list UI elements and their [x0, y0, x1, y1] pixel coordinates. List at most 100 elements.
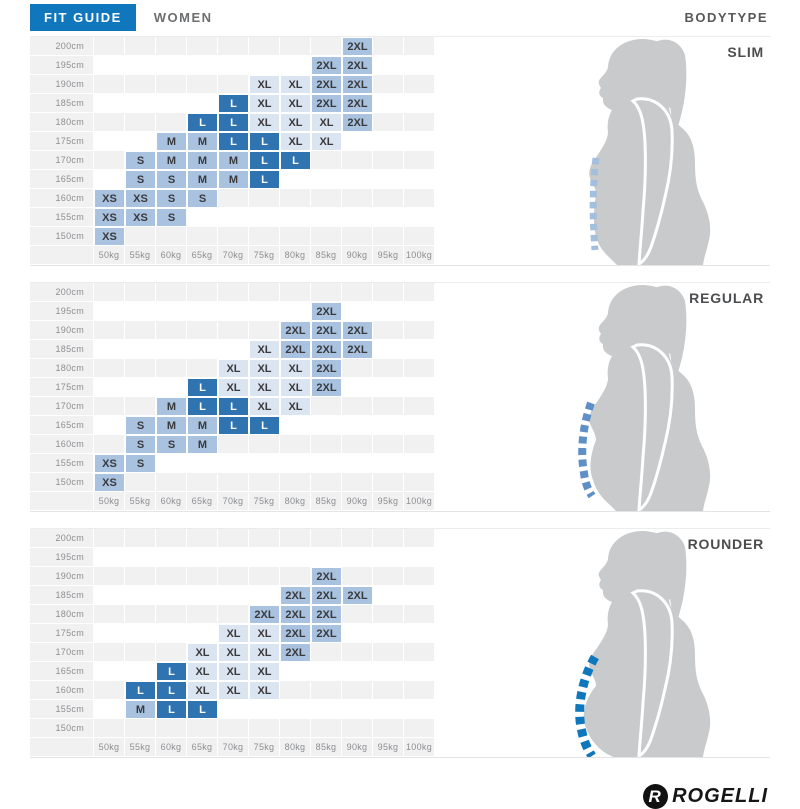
empty-cell [94, 700, 125, 719]
bodytype-label-rounder: ROUNDER [687, 536, 764, 552]
empty-cell [404, 75, 435, 94]
empty-cell [125, 548, 156, 567]
empty-cell [187, 56, 218, 75]
empty-cell [342, 567, 373, 586]
female-silhouette [575, 531, 711, 757]
empty-cell [125, 94, 156, 113]
empty-cell [94, 719, 125, 738]
weight-label: 95kg [373, 738, 404, 757]
empty-cell [373, 416, 404, 435]
empty-cell [373, 681, 404, 700]
empty-cell [342, 643, 373, 662]
bodytype-label-regular: REGULAR [689, 290, 764, 306]
size-cell: L [249, 151, 280, 170]
empty-cell [373, 397, 404, 416]
weight-label: 70kg [218, 738, 249, 757]
empty-cell [373, 662, 404, 681]
empty-cell [311, 283, 342, 302]
height-label: 200cm [30, 529, 94, 548]
empty-cell [218, 56, 249, 75]
empty-cell [280, 302, 311, 321]
empty-cell [373, 321, 404, 340]
empty-cell [156, 94, 187, 113]
empty-cell [404, 719, 435, 738]
size-cell: M [218, 170, 249, 189]
empty-cell [311, 435, 342, 454]
empty-cell [311, 719, 342, 738]
empty-cell [373, 208, 404, 227]
empty-cell [404, 170, 435, 189]
height-label: 170cm [30, 643, 94, 662]
size-cell: 2XL [280, 605, 311, 624]
size-cell: 2XL [311, 378, 342, 397]
fit-section-rounder: 200cm 195cm 190cm 2XL 185cm 2XL 2XL 2XL 180cm 2XL… [30, 528, 770, 758]
size-cell: L [218, 416, 249, 435]
empty-cell [311, 37, 342, 56]
weight-label: 50kg [94, 738, 125, 757]
size-cell: XL [249, 75, 280, 94]
height-label: 190cm [30, 567, 94, 586]
empty-cell [156, 37, 187, 56]
fit-guide-badge: FIT GUIDE [30, 4, 136, 31]
empty-cell [125, 302, 156, 321]
empty-cell [125, 283, 156, 302]
empty-cell [94, 170, 125, 189]
size-cell: L [156, 700, 187, 719]
empty-cell [249, 37, 280, 56]
weight-label: 95kg [373, 246, 404, 265]
empty-cell [342, 208, 373, 227]
empty-cell [311, 700, 342, 719]
empty-cell [311, 681, 342, 700]
empty-cell [156, 473, 187, 492]
height-label: 165cm [30, 170, 94, 189]
weight-label: 75kg [249, 246, 280, 265]
height-label: 180cm [30, 605, 94, 624]
female-silhouette [589, 39, 711, 265]
size-cell: XL [218, 378, 249, 397]
empty-cell [125, 75, 156, 94]
empty-cell [249, 189, 280, 208]
size-cell: M [125, 700, 156, 719]
empty-cell [218, 227, 249, 246]
size-cell: 2XL [311, 624, 342, 643]
empty-cell [404, 189, 435, 208]
empty-cell [218, 321, 249, 340]
empty-cell [373, 624, 404, 643]
height-label: 175cm [30, 378, 94, 397]
size-cell: L [218, 94, 249, 113]
empty-cell [156, 605, 187, 624]
size-cell: S [156, 208, 187, 227]
size-cell: XL [280, 378, 311, 397]
weight-label: 100kg [404, 738, 435, 757]
empty-cell [187, 321, 218, 340]
size-cell: XL [249, 624, 280, 643]
empty-cell [249, 283, 280, 302]
empty-cell [373, 643, 404, 662]
weight-label: 100kg [404, 246, 435, 265]
empty-cell [280, 37, 311, 56]
empty-cell [342, 132, 373, 151]
size-cell: XL [218, 359, 249, 378]
height-label: 195cm [30, 56, 94, 75]
weight-label: 50kg [94, 492, 125, 511]
size-cell: XL [249, 643, 280, 662]
empty-cell [94, 359, 125, 378]
empty-cell [249, 548, 280, 567]
height-label: 200cm [30, 37, 94, 56]
size-grid-slim: 200cm 2XL 195cm 2XL 2XL 190cm XL XL 2XL 2XL 185cm L… [30, 37, 435, 265]
size-cell: 2XL [311, 75, 342, 94]
empty-cell [404, 113, 435, 132]
empty-cell [404, 586, 435, 605]
empty-cell [94, 624, 125, 643]
empty-cell [218, 340, 249, 359]
empty-cell [218, 75, 249, 94]
empty-cell [94, 151, 125, 170]
empty-cell [249, 719, 280, 738]
empty-cell [218, 454, 249, 473]
empty-cell [373, 605, 404, 624]
size-cell: 2XL [342, 56, 373, 75]
empty-cell [187, 94, 218, 113]
size-cell: 2XL [280, 624, 311, 643]
axis-corner [30, 246, 94, 265]
empty-cell [156, 340, 187, 359]
